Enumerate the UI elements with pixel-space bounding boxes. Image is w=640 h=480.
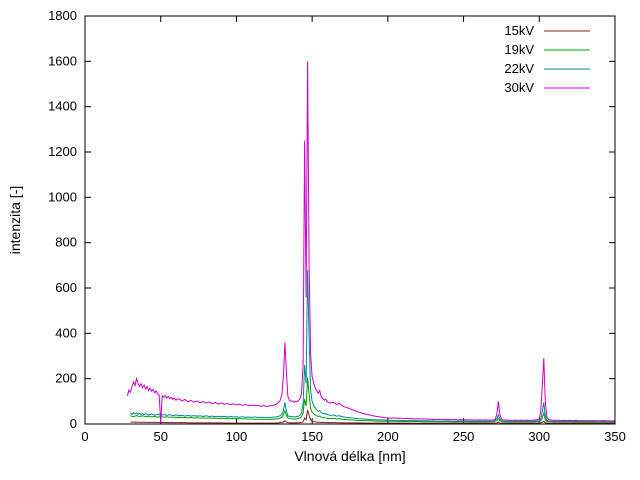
- x-tick-label: 350: [604, 429, 626, 444]
- series-lines: [126, 61, 615, 424]
- y-tick-label: 1800: [48, 8, 77, 23]
- y-tick-label: 1000: [48, 189, 77, 204]
- y-tick-label: 1200: [48, 144, 77, 159]
- x-axis-label: Vlnová délka [nm]: [294, 448, 405, 464]
- legend: 15kV 19kV 22kV 30kV: [504, 23, 590, 95]
- x-tick-label: 100: [226, 429, 248, 444]
- y-tick-label: 800: [55, 235, 77, 250]
- y-tick-label: 1600: [48, 53, 77, 68]
- x-tick-label: 200: [377, 429, 399, 444]
- plot-border: [84, 15, 616, 425]
- y-tick-label: 400: [55, 325, 77, 340]
- legend-label-22kV: 22kV: [504, 61, 534, 76]
- y-tick-label: 1400: [48, 99, 77, 114]
- series-line-22kV: [130, 269, 615, 423]
- y-tick-label: 0: [70, 416, 77, 431]
- legend-label-19kV: 19kV: [504, 42, 534, 57]
- legend-label-15kV: 15kV: [504, 23, 534, 38]
- axis-ticks: 0 50 100 150 200 250 300 350 0 200 400 600 800 1000 12…: [48, 8, 626, 444]
- series-line-15kV: [130, 409, 615, 424]
- y-tick-label: 200: [55, 371, 77, 386]
- x-tick-label: 50: [153, 429, 167, 444]
- y-tick-label: 600: [55, 280, 77, 295]
- x-tick-label: 300: [528, 429, 550, 444]
- legend-label-30kV: 30kV: [504, 80, 534, 95]
- series-line-30kV: [126, 61, 615, 423]
- y-axis-label: intenzita [-]: [7, 186, 23, 254]
- x-tick-label: 250: [453, 429, 475, 444]
- x-tick-label: 150: [301, 429, 323, 444]
- x-tick-label: 0: [81, 429, 88, 444]
- series-line-19kV: [130, 377, 615, 423]
